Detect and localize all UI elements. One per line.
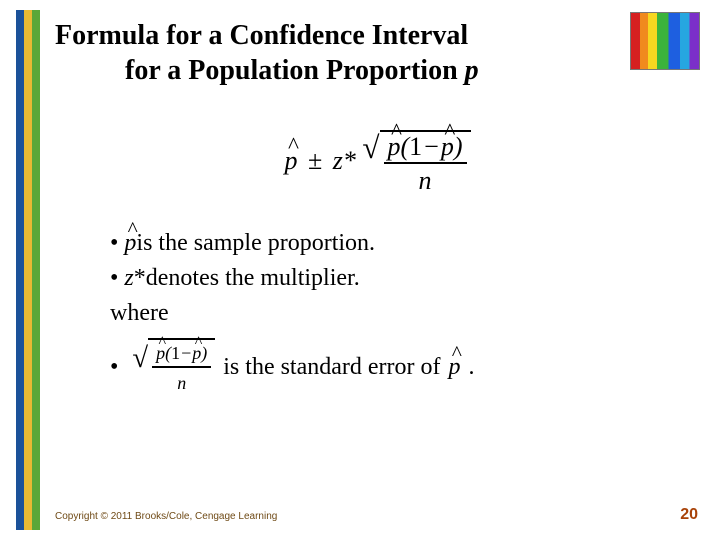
bullet-list: • p is the sample proportion. • z* denot… [110,226,700,397]
page-number: 20 [680,506,698,524]
stripe-yellow [24,10,32,530]
title-line1: Formula for a Confidence Interval [55,18,700,53]
slide-title: Formula for a Confidence Interval for a … [55,18,700,88]
copyright-text: Copyright © 2011 Brooks/Cole, Cengage Le… [55,511,277,522]
title-line2: for a Population Proportion p [125,53,700,88]
stripe-green [32,10,40,530]
slide-content: Formula for a Confidence Interval for a … [55,18,700,397]
stripe-blue [16,10,24,530]
bullet-1: • p is the sample proportion. [110,226,700,261]
left-border-stripe [16,10,40,530]
bullet-3: • √ p(1−p) n is the standard error of p [110,338,700,396]
main-formula: p ± z* √ p(1−p) n [55,130,700,196]
where-label: where [110,296,700,331]
bullet-2: • z* denotes the multiplier. [110,261,700,296]
se-formula: √ p(1−p) n [132,338,215,396]
sqrt-block: √ p(1−p) n [362,130,470,196]
